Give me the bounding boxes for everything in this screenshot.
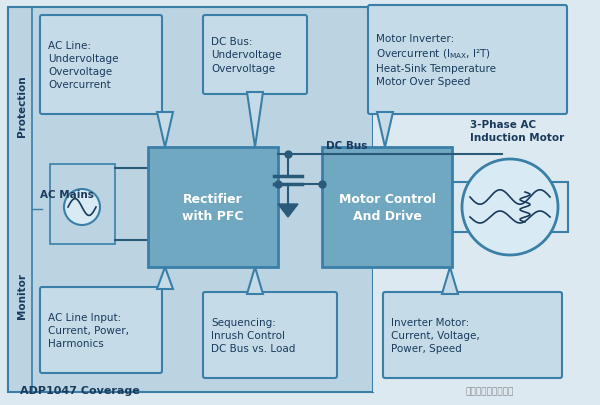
Text: Inverter Motor:
Current, Voltage,
Power, Speed: Inverter Motor: Current, Voltage, Power,… xyxy=(391,317,480,353)
FancyBboxPatch shape xyxy=(368,6,567,115)
Text: Protection: Protection xyxy=(17,75,27,137)
Text: ADP1047 Coverage: ADP1047 Coverage xyxy=(20,385,140,395)
FancyBboxPatch shape xyxy=(383,292,562,378)
Text: Sequencing:
Inrush Control
DC Bus vs. Load: Sequencing: Inrush Control DC Bus vs. Lo… xyxy=(211,317,295,353)
Polygon shape xyxy=(278,205,298,217)
Polygon shape xyxy=(442,267,458,294)
FancyBboxPatch shape xyxy=(452,183,568,232)
Polygon shape xyxy=(157,267,173,289)
Circle shape xyxy=(462,160,558,256)
Text: Motor Control
And Drive: Motor Control And Drive xyxy=(338,192,436,222)
Text: 电机控制设计加油站: 电机控制设计加油站 xyxy=(466,386,514,395)
FancyBboxPatch shape xyxy=(203,16,307,95)
Text: DC Bus:
Undervoltage
Overvoltage: DC Bus: Undervoltage Overvoltage xyxy=(211,37,281,74)
Polygon shape xyxy=(247,267,263,294)
FancyBboxPatch shape xyxy=(40,287,162,373)
Polygon shape xyxy=(247,93,263,148)
FancyBboxPatch shape xyxy=(373,8,600,392)
Text: 3-Phase AC
Induction Motor: 3-Phase AC Induction Motor xyxy=(470,120,564,143)
FancyBboxPatch shape xyxy=(148,148,278,267)
Circle shape xyxy=(64,190,100,226)
FancyBboxPatch shape xyxy=(50,164,115,244)
Text: DC Bus: DC Bus xyxy=(326,141,367,151)
Text: AC Line:
Undervoltage
Overvoltage
Overcurrent: AC Line: Undervoltage Overvoltage Overcu… xyxy=(48,40,119,90)
FancyBboxPatch shape xyxy=(40,16,162,115)
Text: Motor Inverter:
Overcurrent (I$_{\mathrm{MAX}}$, I²T)
Heat-Sink Temperature
Moto: Motor Inverter: Overcurrent (I$_{\mathrm… xyxy=(376,34,496,87)
Text: AC Mains: AC Mains xyxy=(40,190,94,200)
Text: Rectifier
with PFC: Rectifier with PFC xyxy=(182,192,244,222)
Polygon shape xyxy=(157,113,173,148)
FancyBboxPatch shape xyxy=(203,292,337,378)
Text: Monitor: Monitor xyxy=(17,273,27,319)
FancyBboxPatch shape xyxy=(8,8,373,392)
FancyBboxPatch shape xyxy=(322,148,452,267)
Text: AC Line Input:
Current, Power,
Harmonics: AC Line Input: Current, Power, Harmonics xyxy=(48,312,129,348)
Polygon shape xyxy=(377,113,393,148)
